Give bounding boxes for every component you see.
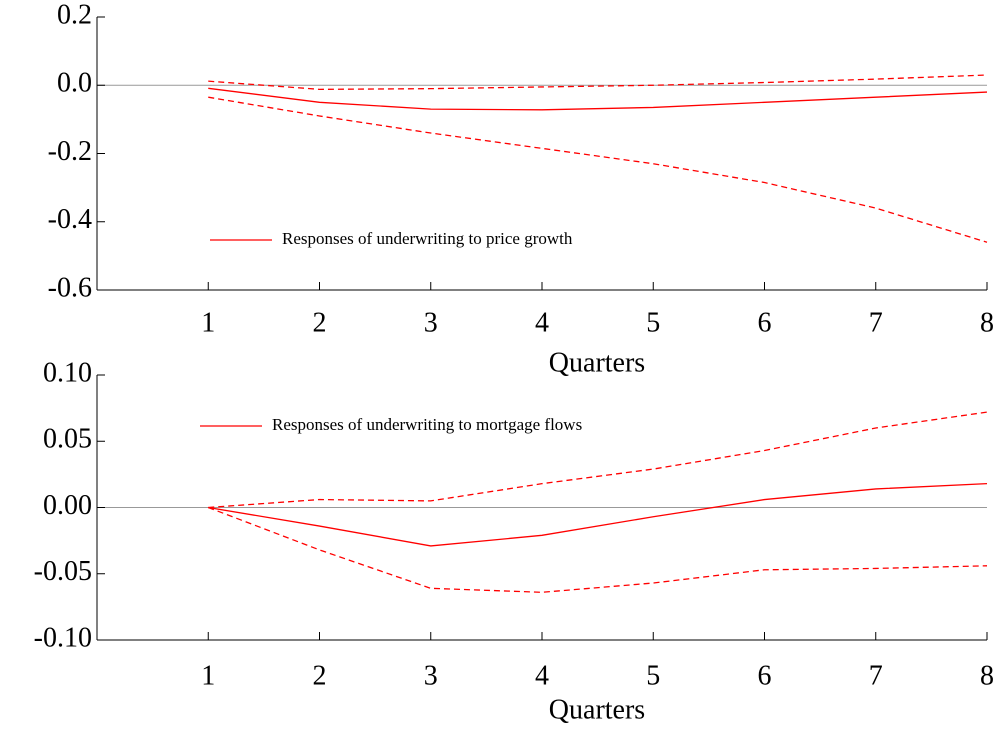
- x-tick-label: 6: [758, 307, 772, 338]
- legend-label: Responses of underwriting to mortgage fl…: [272, 415, 582, 434]
- y-tick-label: 0.00: [43, 490, 92, 521]
- x-tick-label: 8: [980, 307, 994, 338]
- x-tick-label: 1: [201, 660, 215, 691]
- confidence-band: [208, 411, 988, 509]
- x-tick-label: 4: [535, 307, 549, 338]
- x-tick-label: 4: [535, 660, 549, 691]
- confidence-band: [208, 96, 988, 243]
- legend-label: Responses of underwriting to price growt…: [282, 229, 573, 248]
- y-tick-label: -0.05: [34, 556, 92, 587]
- x-tick-label: 1: [201, 307, 215, 338]
- response-line: [208, 87, 988, 111]
- y-tick-label: 0.2: [57, 0, 92, 30]
- y-tick-label: 0.05: [43, 424, 92, 455]
- x-tick-label: 2: [313, 660, 327, 691]
- panel: 0.2 0.0 -0.2 -0.4 -0.6 1 2 3 4 5 6 7 8 Quarters Respon…: [48, 0, 994, 378]
- y-tick-label: -0.2: [48, 136, 92, 167]
- x-tick-label: 5: [646, 660, 660, 691]
- y-tick-label: 0.0: [57, 68, 92, 99]
- y-tick-label: 0.10: [43, 357, 92, 388]
- confidence-band: [208, 74, 988, 90]
- response-line: [208, 483, 988, 547]
- x-tick-label: 8: [980, 660, 994, 691]
- x-tick-label: 2: [313, 307, 327, 338]
- y-tick-label: -0.4: [48, 204, 92, 235]
- x-tick-label: 7: [869, 660, 883, 691]
- x-tick-label: 6: [758, 660, 772, 691]
- x-axis-label: Quarters: [549, 694, 645, 725]
- x-axis-label: Quarters: [549, 347, 645, 378]
- x-tick-label: 3: [424, 307, 438, 338]
- panel: 0.10 0.05 0.00 -0.05 -0.10 1 2 3 4 5 6 7 8 Quarters Re…: [34, 357, 994, 725]
- confidence-band: [208, 506, 988, 593]
- x-tick-label: 7: [869, 307, 883, 338]
- x-tick-label: 5: [646, 307, 660, 338]
- x-tick-label: 3: [424, 660, 438, 691]
- y-tick-label: -0.10: [34, 622, 92, 653]
- y-tick-label: -0.6: [48, 272, 92, 303]
